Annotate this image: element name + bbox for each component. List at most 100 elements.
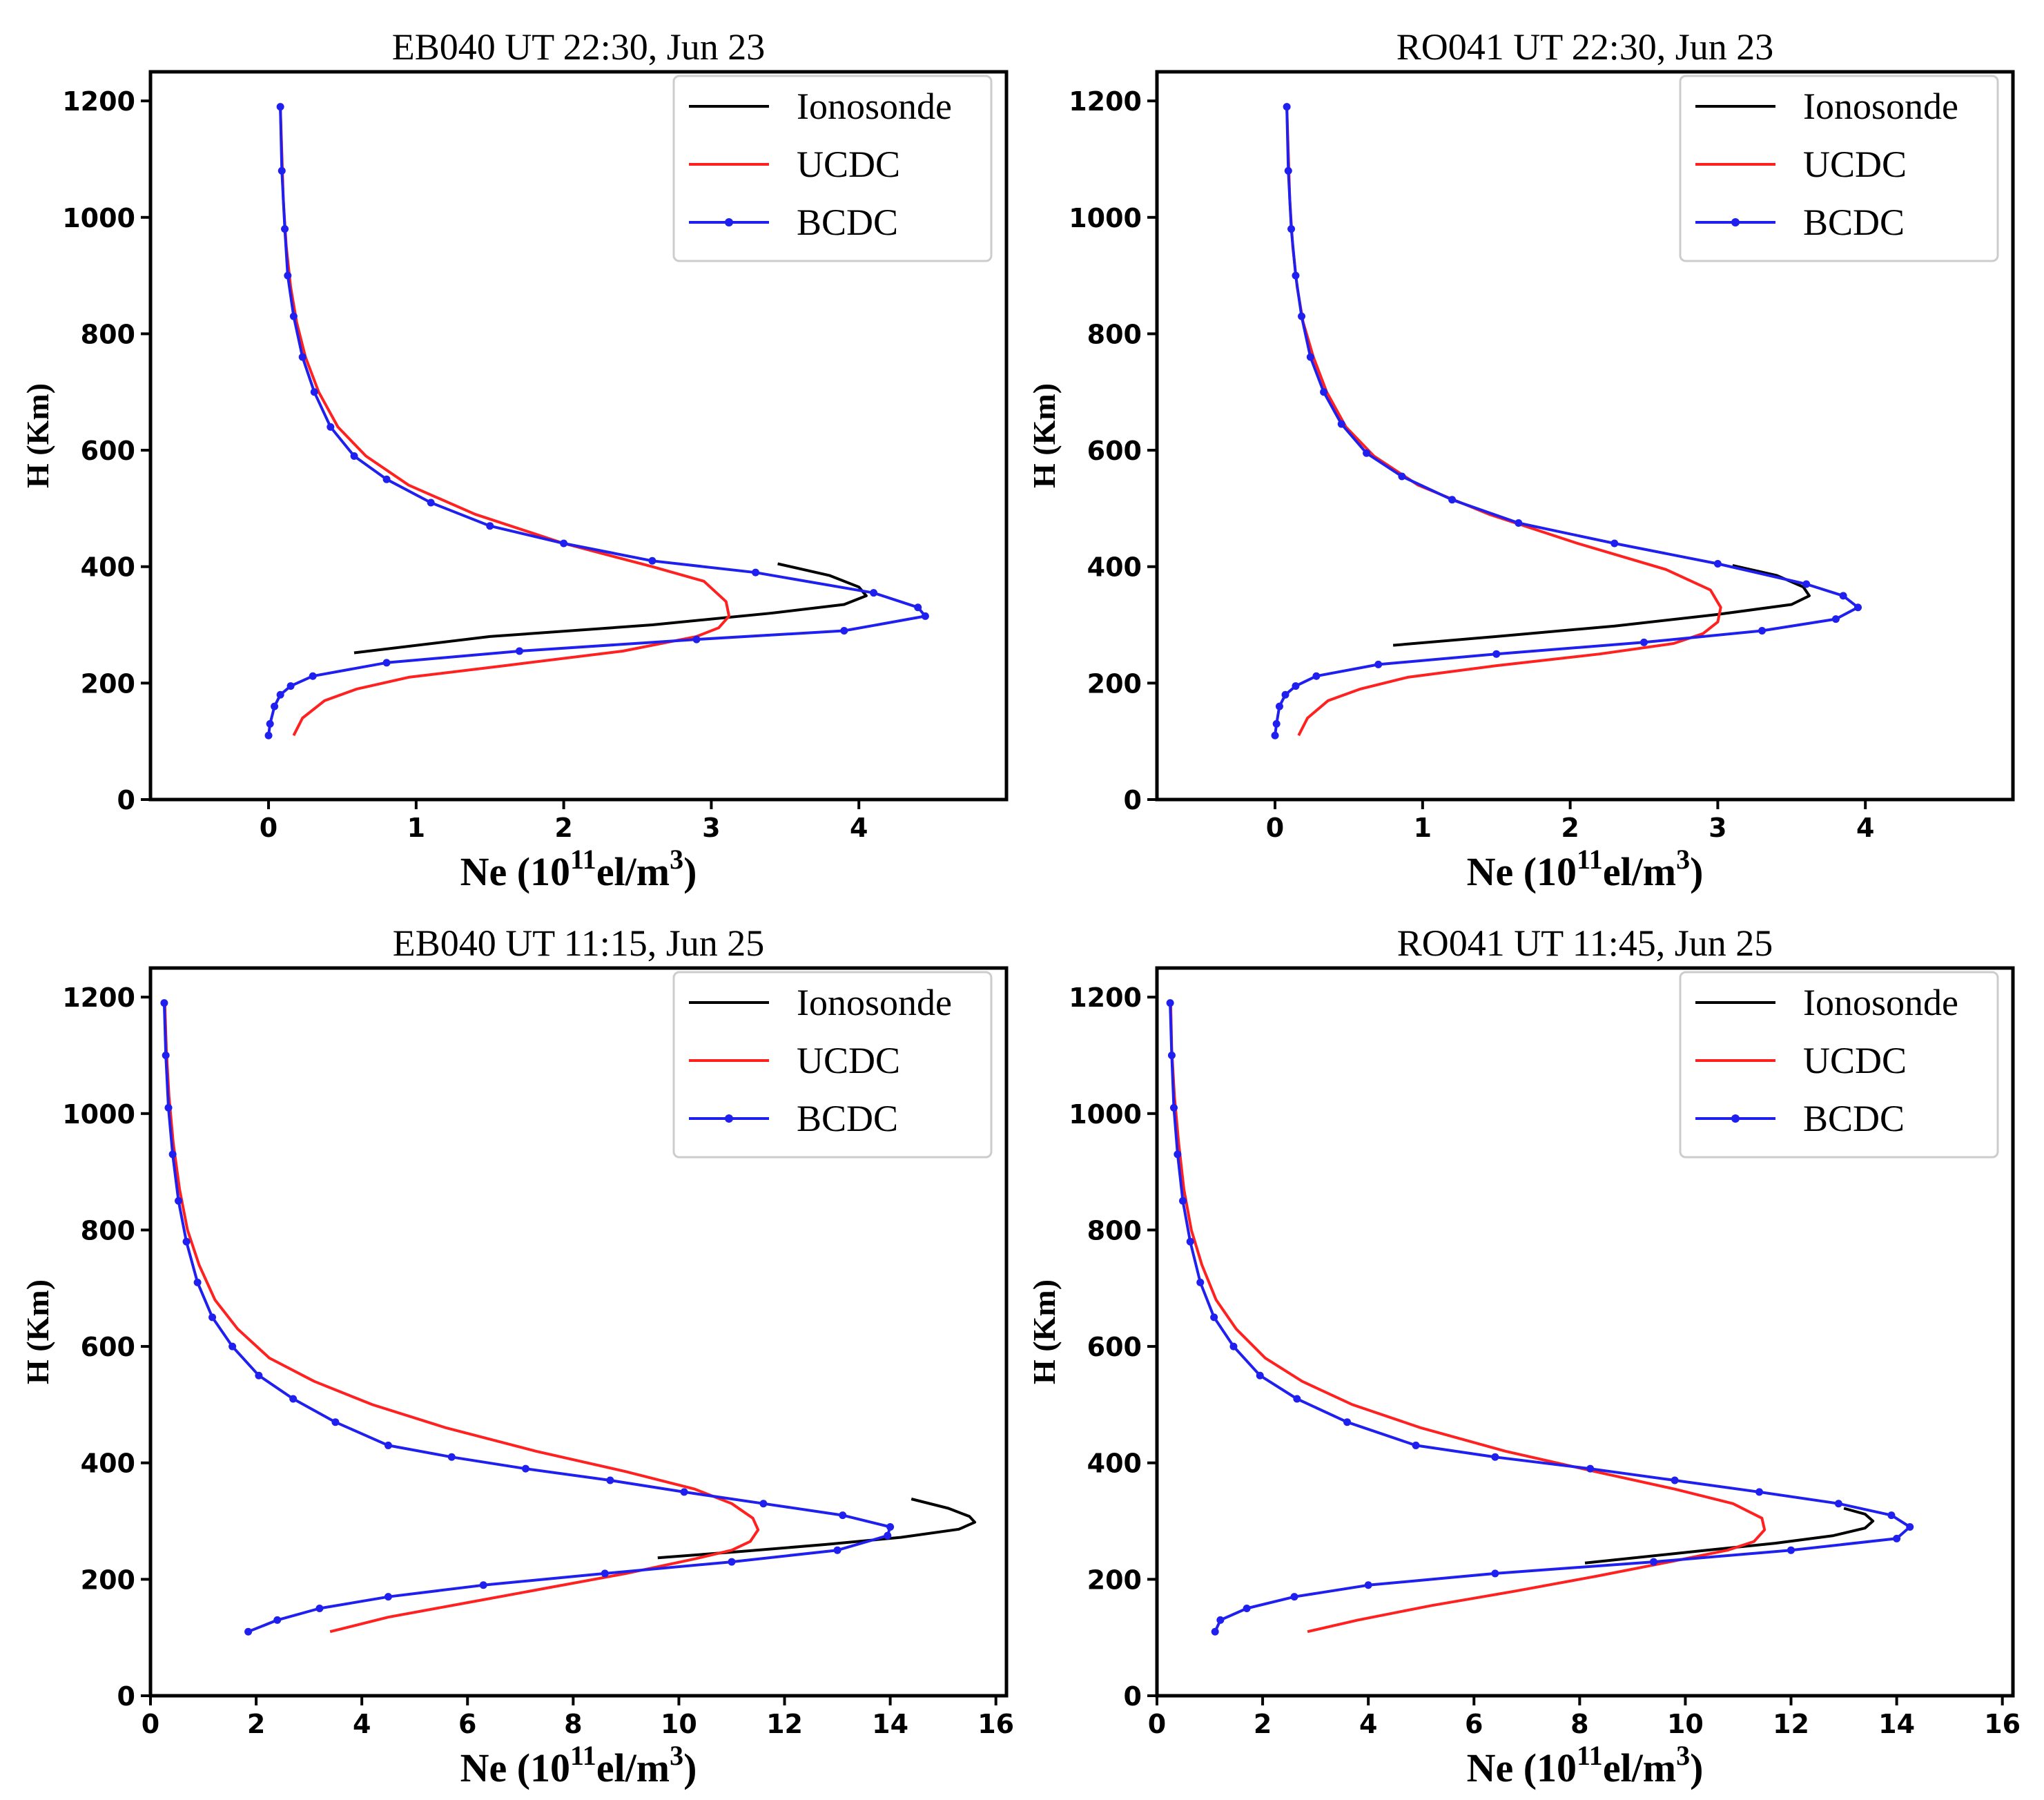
x-tick-label: 4 bbox=[850, 813, 868, 843]
y-tick-label: 0 bbox=[117, 785, 135, 815]
x-tick-label: 14 bbox=[1878, 1709, 1915, 1739]
x-tick-label: 4 bbox=[1359, 1709, 1377, 1739]
bcdc-data-point bbox=[479, 1581, 487, 1589]
bcdc-data-point bbox=[1834, 1500, 1842, 1508]
bcdc-data-point bbox=[1374, 660, 1383, 668]
legend-box bbox=[1679, 971, 1999, 1159]
x-axis-label: Ne (1011el/m3) bbox=[460, 1740, 697, 1790]
x-axis-label-end: ) bbox=[1690, 849, 1703, 894]
bcdc-data-point bbox=[1186, 1237, 1194, 1246]
bcdc-data-point bbox=[833, 1546, 841, 1554]
bcdc-data-point bbox=[560, 539, 568, 548]
x-tick-label: 2 bbox=[247, 1709, 265, 1739]
bcdc-data-point bbox=[1243, 1605, 1251, 1613]
chart-title: RO041 UT 11:45, Jun 25 bbox=[1397, 922, 1773, 964]
series-line-ionosonde bbox=[1584, 1507, 1875, 1565]
bcdc-data-point bbox=[244, 1627, 253, 1636]
legend-label-ionosonde: Ionosonde bbox=[797, 86, 952, 127]
x-tick-label: 2 bbox=[1561, 813, 1579, 843]
bcdc-data-point bbox=[680, 1488, 688, 1496]
y-tick-label: 800 bbox=[1087, 1215, 1142, 1246]
legend: Ionosonde UCDC BCDC bbox=[672, 75, 993, 262]
bcdc-data-point bbox=[1448, 496, 1457, 504]
y-tick-label: 0 bbox=[117, 1681, 135, 1712]
bcdc-data-point bbox=[278, 166, 286, 175]
bcdc-data-point bbox=[1174, 1150, 1182, 1159]
x-axis-label-sup1: 11 bbox=[570, 844, 596, 875]
bcdc-data-point bbox=[1640, 638, 1648, 646]
legend-label-bcdc: BCDC bbox=[797, 202, 898, 243]
bcdc-data-point bbox=[1169, 1103, 1178, 1112]
axes-frame bbox=[1155, 966, 2015, 1698]
chart-title: EB040 UT 11:15, Jun 25 bbox=[393, 922, 765, 964]
bcdc-data-point bbox=[310, 388, 318, 396]
x-tick-label: 14 bbox=[872, 1709, 908, 1739]
legend-label-ucdc: UCDC bbox=[797, 144, 900, 185]
y-tick-label: 400 bbox=[1087, 1449, 1142, 1479]
bcdc-data-point bbox=[384, 1441, 392, 1449]
series-line-ucdc bbox=[279, 106, 731, 737]
x-tick-label: 0 bbox=[142, 1709, 159, 1739]
y-axis-label: H (Km) bbox=[1026, 1279, 1062, 1384]
bcdc-data-point bbox=[264, 731, 273, 739]
bcdc-data-point bbox=[289, 1395, 298, 1403]
axes-frame bbox=[148, 70, 1009, 802]
x-tick-label: 16 bbox=[977, 1709, 1014, 1739]
bcdc-data-point bbox=[870, 589, 878, 597]
legend: Ionosonde UCDC BCDC bbox=[1679, 971, 1999, 1159]
x-tick-label: 6 bbox=[1465, 1709, 1483, 1739]
bcdc-data-point bbox=[289, 312, 298, 320]
x-tick-label: 10 bbox=[661, 1709, 697, 1739]
legend-label-bcdc: BCDC bbox=[797, 1098, 898, 1139]
bcdc-data-point bbox=[276, 103, 284, 111]
legend-label-ucdc: UCDC bbox=[797, 1040, 900, 1081]
y-tick-label: 600 bbox=[1087, 436, 1142, 466]
y-axis-label: H (Km) bbox=[1026, 383, 1062, 488]
y-tick-label: 600 bbox=[1087, 1332, 1142, 1362]
legend-label-ucdc: UCDC bbox=[1803, 144, 1907, 185]
bcdc-data-point bbox=[1363, 449, 1371, 457]
x-tick-label: 2 bbox=[554, 813, 572, 843]
bcdc-data-point bbox=[648, 557, 656, 565]
chart-panel-4: RO041 UT 11:45, Jun 25 0 2 4 6 8 10 12 14 16 0 200 4… bbox=[1026, 922, 2021, 1790]
x-tick-label: 2 bbox=[1254, 1709, 1272, 1739]
y-tick-label: 400 bbox=[1087, 552, 1142, 583]
series-line-ucdc bbox=[163, 1003, 760, 1634]
bcdc-data-point bbox=[315, 1605, 324, 1613]
bcdc-data-point bbox=[271, 702, 279, 710]
bcdc-data-point bbox=[281, 225, 289, 233]
bcdc-data-point bbox=[1491, 1569, 1499, 1578]
bcdc-data-point bbox=[921, 612, 929, 620]
bcdc-data-point bbox=[160, 999, 168, 1007]
bcdc-data-point bbox=[1491, 1453, 1499, 1461]
bcdc-data-point bbox=[1283, 103, 1291, 111]
x-axis-label-base: Ne (10 bbox=[1467, 849, 1577, 894]
x-tick-label: 10 bbox=[1667, 1709, 1704, 1739]
bcdc-data-point bbox=[1671, 1476, 1679, 1484]
bcdc-data-point bbox=[839, 1511, 847, 1520]
legend-label-ucdc: UCDC bbox=[1803, 1040, 1907, 1081]
bcdc-data-point bbox=[1166, 999, 1174, 1007]
bcdc-data-point bbox=[515, 647, 523, 655]
y-axis-label: H (Km) bbox=[20, 1279, 55, 1384]
x-axis-label-end: ) bbox=[1690, 1745, 1703, 1790]
legend-label-ionosonde: Ionosonde bbox=[1803, 86, 1958, 127]
x-axis-label-sup2: 3 bbox=[1676, 844, 1690, 875]
plot-area bbox=[1271, 103, 1862, 739]
bcdc-data-point bbox=[255, 1371, 263, 1380]
x-axis-label-sup2: 3 bbox=[1676, 1740, 1690, 1771]
y-tick-label: 200 bbox=[81, 1565, 135, 1595]
x-axis-label: Ne (1011el/m3) bbox=[460, 844, 697, 894]
legend: Ionosonde UCDC BCDC bbox=[1679, 75, 1999, 262]
legend-label-bcdc: BCDC bbox=[1803, 1098, 1905, 1139]
bcdc-data-point bbox=[384, 1593, 392, 1601]
legend-box bbox=[672, 971, 993, 1159]
x-tick-label: 3 bbox=[1709, 813, 1726, 843]
x-tick-label: 12 bbox=[766, 1709, 803, 1739]
y-tick-label: 200 bbox=[1087, 668, 1142, 699]
bcdc-data-point bbox=[1839, 592, 1847, 600]
bcdc-data-point bbox=[1272, 719, 1281, 728]
x-axis-label-end: ) bbox=[683, 849, 697, 894]
series-line-bcdc bbox=[1274, 106, 1860, 736]
bcdc-data-point bbox=[175, 1197, 183, 1205]
